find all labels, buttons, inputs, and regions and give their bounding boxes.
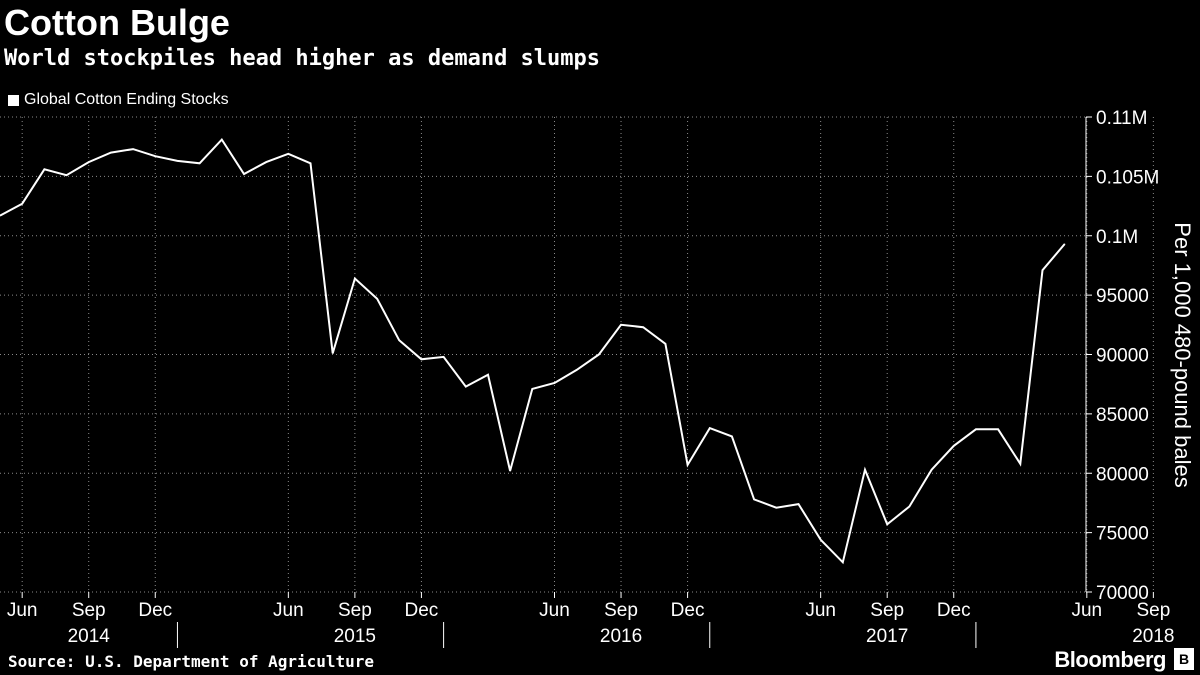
data-point — [642, 326, 644, 328]
x-tick-label: Sep — [870, 600, 904, 621]
data-point — [1041, 269, 1044, 271]
data-point — [21, 203, 23, 205]
y-tick-label: 0.11M — [1096, 108, 1147, 129]
data-point — [953, 445, 955, 447]
x-year-label: 2016 — [600, 626, 642, 647]
x-tick-label: Jun — [7, 600, 38, 621]
y-tick-label: 0.1M — [1096, 227, 1138, 248]
x-tick-label: Dec — [405, 600, 439, 621]
chart-legend: Global Cotton Ending Stocks — [8, 91, 229, 109]
data-point — [154, 155, 156, 157]
data-point — [376, 298, 378, 300]
data-point — [243, 173, 245, 175]
chart-title: Cotton Bulge — [4, 2, 230, 43]
data-point — [176, 160, 179, 162]
data-point — [553, 382, 556, 384]
data-point — [598, 353, 600, 356]
data-point — [797, 503, 800, 505]
data-point — [1064, 243, 1066, 245]
bloomberg-terminal-icon: B — [1174, 648, 1194, 670]
y-tick-label: 90000 — [1096, 346, 1149, 367]
data-point — [930, 469, 933, 471]
data-point — [199, 162, 201, 164]
data-point — [686, 464, 689, 466]
series-line — [0, 137, 1066, 565]
data-point — [265, 161, 267, 163]
data-point — [886, 523, 888, 525]
data-point — [709, 427, 711, 429]
x-year-label: 2015 — [334, 626, 376, 647]
data-point — [0, 214, 1, 217]
data-point — [842, 561, 844, 563]
data-point — [908, 505, 910, 508]
data-point — [221, 138, 223, 141]
axis-layer — [21, 116, 1154, 648]
x-tick-label: Sep — [604, 600, 638, 621]
x-tick-label: Sep — [72, 600, 106, 621]
data-point — [65, 174, 68, 176]
y-tick-label: 70000 — [1096, 583, 1149, 604]
y-tick-label: 80000 — [1096, 464, 1149, 485]
data-point — [354, 277, 356, 280]
x-tick-label: Sep — [338, 600, 372, 621]
x-tick-label: Dec — [671, 600, 705, 621]
data-point — [398, 339, 400, 341]
y-tick-label: 0.105M — [1096, 167, 1159, 188]
data-point — [43, 168, 45, 170]
data-point — [975, 428, 977, 430]
bloomberg-logo: Bloomberg — [1054, 647, 1166, 672]
x-tick-label: Jun — [1071, 600, 1102, 621]
x-tick-label: Jun — [805, 600, 836, 621]
data-point — [443, 356, 445, 358]
legend-label: Global Cotton Ending Stocks — [24, 91, 229, 108]
data-point — [287, 153, 289, 155]
data-point — [509, 470, 511, 472]
data-point — [864, 469, 866, 471]
text-layer: 70000 75000 80000 85000 90000 95000 0.1M 0.105M… — [7, 108, 1195, 647]
legend-swatch — [8, 94, 19, 106]
source-note: Source: U.S. Department of Agriculture — [8, 652, 375, 671]
data-point — [332, 352, 334, 354]
x-tick-label: Dec — [138, 600, 172, 621]
y-axis-title: Per 1,000 480-pound bales — [1170, 222, 1195, 487]
data-point — [420, 358, 423, 360]
data-point — [775, 507, 777, 509]
series-layer — [0, 137, 1066, 565]
x-year-label: 2018 — [1132, 626, 1174, 647]
data-point — [88, 161, 90, 163]
x-year-label: 2014 — [68, 626, 111, 647]
data-point — [110, 152, 112, 154]
data-point — [576, 369, 578, 371]
y-tick-label: 95000 — [1096, 286, 1149, 307]
x-year-label: 2017 — [866, 626, 908, 647]
data-point — [531, 388, 533, 390]
data-point — [1019, 463, 1021, 465]
data-point — [731, 435, 733, 438]
x-tick-label: Jun — [273, 600, 304, 621]
data-point — [753, 498, 755, 500]
data-point — [664, 343, 667, 345]
data-point — [309, 162, 312, 164]
data-point — [997, 428, 999, 430]
x-tick-label: Jun — [539, 600, 570, 621]
data-point — [620, 324, 622, 326]
y-tick-label: 75000 — [1096, 524, 1149, 545]
chart-subtitle: World stockpiles head higher as demand s… — [4, 46, 601, 71]
grid-layer — [0, 116, 1154, 593]
data-point — [465, 385, 467, 388]
y-tick-label: 85000 — [1096, 405, 1149, 426]
data-point — [132, 148, 134, 150]
data-point — [487, 374, 489, 376]
data-point — [820, 539, 822, 541]
x-tick-label: Dec — [937, 600, 971, 621]
x-tick-label: Sep — [1136, 600, 1170, 621]
